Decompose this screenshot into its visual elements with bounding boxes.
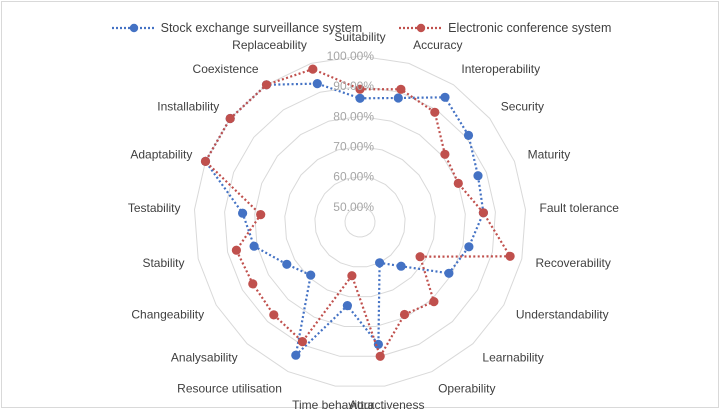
data-point-1-2 (430, 107, 440, 117)
grid-ring-3 (254, 115, 466, 327)
data-point-1-20 (308, 64, 318, 74)
category-label-12: Resource utilisation (177, 382, 282, 396)
data-point-1-19 (261, 80, 272, 90)
data-point-0-8 (396, 261, 406, 271)
data-point-1-5 (478, 208, 488, 218)
category-label-18: Installability (157, 100, 219, 114)
data-point-1-9 (399, 309, 410, 320)
category-label-7: Understandability (516, 308, 609, 322)
data-point-1-1 (396, 84, 406, 94)
category-label-1: Accuracy (413, 38, 462, 52)
data-point-1-3 (440, 149, 450, 159)
category-label-15: Stability (142, 256, 184, 270)
category-label-19: Coexistence (193, 62, 259, 76)
data-point-0-15 (249, 241, 259, 251)
data-point-0-3 (463, 130, 474, 140)
category-label-16: Testability (128, 201, 181, 215)
data-point-0-16 (238, 208, 248, 218)
data-point-1-11 (347, 271, 357, 281)
grid-ring-2 (284, 145, 436, 298)
data-point-1-15 (231, 245, 241, 255)
legend-entry-conference: Electronic conference system (398, 21, 611, 35)
tick-label-3: 80.00% (333, 109, 374, 123)
series-line-0 (204, 82, 485, 359)
data-point-0-10 (373, 339, 383, 349)
category-label-10: Attractiveness (349, 398, 424, 411)
legend-marker-conference-icon (399, 23, 444, 33)
category-label-14: Changeability (131, 308, 204, 322)
data-point-1-18 (225, 113, 235, 124)
legend: Stock exchange surveillance system Elect… (0, 18, 722, 38)
data-point-0-1 (393, 93, 403, 103)
category-label-4: Maturity (528, 147, 571, 161)
series-line-1 (204, 67, 513, 359)
tick-label-0: 50.00% (333, 200, 374, 214)
legend-entry-stock: Stock exchange surveillance system (111, 21, 362, 35)
data-point-1-10 (375, 351, 385, 361)
category-label-0: Suitability (334, 30, 385, 44)
category-label-2: Interoperability (461, 62, 540, 76)
category-label-6: Recoverability (536, 256, 611, 270)
tick-label-1: 60.00% (333, 170, 374, 184)
legend-marker-stock-icon (111, 23, 156, 33)
legend-label-conference: Electronic conference system (448, 21, 612, 35)
data-point-1-12 (297, 337, 307, 347)
category-label-17: Adaptability (130, 147, 192, 161)
category-label-13: Analysability (171, 351, 238, 365)
data-point-0-0 (355, 93, 365, 103)
data-point-1-0 (355, 84, 365, 94)
data-point-0-20 (312, 79, 322, 89)
data-point-1-13 (269, 310, 279, 320)
category-labels: Suitability Accuracy Interoperability Secur… (128, 30, 619, 411)
data-point-1-16 (256, 210, 266, 220)
data-point-0-7 (444, 268, 454, 278)
grid-ring-0 (344, 206, 376, 238)
data-point-0-12 (291, 350, 301, 360)
data-point-1-4 (453, 178, 463, 188)
category-label-20: Replaceability (232, 38, 307, 52)
category-label-11: Time behaviour (292, 398, 374, 411)
grid-ring-1 (314, 176, 406, 268)
data-point-0-9 (375, 258, 385, 268)
category-label-8: Learnability (482, 351, 543, 365)
data-point-1-17 (200, 156, 211, 166)
category-label-3: Security (501, 100, 544, 114)
category-label-5: Fault tolerance (540, 201, 620, 215)
tick-label-4: 90.00% (333, 79, 374, 93)
radial-ticks: 50.00% 60.00% 70.00% 80.00% 90.00% 100.00% (327, 49, 375, 214)
data-point-0-13 (306, 270, 316, 280)
data-point-1-8 (429, 297, 439, 307)
legend-label-stock: Stock exchange surveillance system (160, 21, 363, 35)
data-point-1-6 (505, 251, 515, 261)
grid-ring-4 (224, 85, 496, 357)
data-point-0-2 (440, 92, 450, 102)
data-point-0-11 (342, 301, 352, 311)
radar-series (200, 64, 515, 361)
tick-label-2: 70.00% (333, 140, 374, 154)
data-point-1-14 (248, 279, 258, 289)
category-label-9: Operability (438, 382, 495, 396)
data-point-0-4 (473, 171, 483, 181)
data-point-0-14 (282, 259, 292, 269)
tick-label-5: 100.00% (327, 49, 375, 63)
data-point-0-6 (464, 242, 474, 252)
data-point-1-7 (415, 252, 425, 262)
